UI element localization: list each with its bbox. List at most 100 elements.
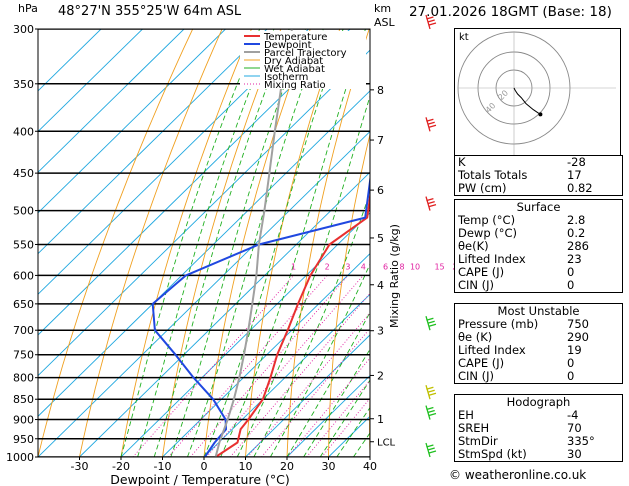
pressure-tick-label: 650 [13, 298, 34, 311]
mixing-ratio-label: 2 [325, 262, 330, 271]
mixing-ratio-label: 15 [434, 262, 444, 271]
isotherm-line [79, 171, 370, 457]
most-unstable-table: Most Unstable Pressure (mb) 750 θe (K) 290 L… [454, 303, 623, 384]
height-tick-label: 8 [377, 84, 384, 97]
surface-row: θe(K) 286 [455, 240, 622, 253]
pressure-tick-label: 400 [13, 125, 34, 138]
mixing-ratio-line [287, 357, 370, 457]
mixing-ratio-axis-label: Mixing Ratio (g/kg) [388, 224, 401, 328]
most-unstable-row: CIN (J) 0 [455, 370, 622, 383]
surface-row: CAPE (J) 0 [455, 266, 622, 279]
hodograph-param-label: StmSpd (kt) [458, 447, 527, 461]
legend-label: Isotherm [264, 72, 308, 83]
most-unstable-row: CAPE (J) 0 [455, 357, 622, 370]
dry-adiabat-line [625, 29, 629, 457]
wind-barb-flag [427, 389, 435, 393]
most-unstable-value: 290 [567, 330, 589, 344]
index-value: -28 [567, 155, 586, 169]
most-unstable-value: 19 [567, 343, 582, 357]
wind-barb-flag [428, 22, 437, 26]
wind-barb-flag [426, 406, 434, 411]
surface-value: 0.2 [567, 226, 586, 240]
hodograph-param-row: EH -4 [455, 409, 622, 422]
hpa-unit-label: hPa [18, 2, 38, 15]
index-row: Totals Totals 17 [455, 169, 622, 182]
wind-barb-flag [428, 203, 437, 208]
temperature-tick-label: 0 [201, 460, 208, 473]
hodograph-end-marker [538, 112, 543, 117]
wind-barb-flag [427, 447, 435, 451]
pressure-tick-label: 500 [13, 205, 34, 218]
isotherm-line [203, 293, 370, 457]
wet-adiabat-line [286, 311, 370, 457]
mixing-ratio-label: 4 [361, 262, 366, 271]
hodograph-param-label: SREH [458, 421, 490, 435]
most-unstable-label: CIN (J) [458, 369, 495, 383]
height-tick-label: 3 [377, 325, 384, 338]
surface-label: CIN (J) [458, 278, 495, 292]
temperature-tick-label: 30 [322, 460, 336, 473]
temperature-trace [215, 189, 370, 457]
wet-adiabat-line [319, 379, 370, 457]
index-row: K -28 [455, 156, 622, 169]
wind-barb-flag [428, 450, 437, 454]
dry-adiabat-line [38, 29, 194, 457]
temperature-tick-label: 20 [280, 460, 294, 473]
index-label: K [458, 155, 466, 169]
surface-value: 2.8 [567, 213, 586, 227]
pressure-tick-label: 550 [13, 238, 34, 251]
location-title: 48°27'N 355°25'W 64m ASL [58, 4, 242, 19]
wind-barb-flag [426, 118, 434, 122]
pressure-tick-label: 600 [13, 269, 34, 282]
surface-value: 0 [567, 278, 575, 292]
most-unstable-value: 0 [567, 369, 575, 383]
height-tick-label: LCL [377, 438, 396, 449]
plot-frame [37, 28, 371, 458]
pressure-tick-label: 700 [13, 324, 34, 337]
isotherm-line [38, 29, 268, 255]
wind-barb [425, 196, 437, 211]
index-value: 17 [567, 168, 582, 182]
surface-label: θe(K) [458, 239, 489, 253]
legend-label: Temperature [263, 32, 327, 43]
mixing-ratio-label: 1 [291, 262, 296, 271]
height-tick-label: 4 [377, 279, 384, 292]
wet-adiabat-line [137, 29, 275, 457]
wind-barb [425, 14, 437, 30]
most-unstable-label: Pressure (mb) [458, 317, 539, 331]
surface-label: Lifted Index [458, 252, 526, 266]
copyright: © weatheronline.co.uk [449, 468, 587, 482]
isotherm-line [286, 374, 370, 457]
wind-barb-flag [426, 386, 434, 390]
wind-barb [425, 405, 437, 420]
pressure-tick-label: 950 [13, 433, 34, 446]
temperature-tick-label: 40 [363, 460, 377, 473]
legend-label: Mixing Ratio [264, 80, 326, 91]
dry-adiabat-line [410, 29, 458, 457]
mixing-ratio-line [229, 292, 370, 457]
surface-row: Temp (°C) 2.8 [455, 214, 622, 227]
height-tick-label: 7 [377, 134, 384, 147]
hodograph-param-row: SREH 70 [455, 422, 622, 435]
pressure-tick-label: 850 [13, 393, 34, 406]
legend-label: Parcel Trajectory [264, 48, 347, 59]
wind-barb [425, 442, 437, 458]
surface-table: Surface Temp (°C) 2.8 Dewp (°C) 0.2 θe(K) 286… [454, 199, 623, 293]
x-axis-label: Dewpoint / Temperature (°C) [110, 472, 289, 486]
mixing-ratio-label: 3 [345, 262, 350, 271]
mixing-ratio-label: 8 [399, 262, 404, 271]
index-value: 0.82 [567, 181, 593, 195]
height-tick-label: 5 [377, 232, 384, 245]
wet-adiabat-line [203, 29, 344, 457]
wind-barb-flag [428, 323, 437, 327]
hodograph-unit-label: kt [459, 32, 469, 43]
surface-value: 23 [567, 252, 582, 266]
wind-barb [425, 316, 437, 331]
asl-unit-label: ASL [374, 16, 395, 29]
height-tick-label: 1 [377, 413, 384, 426]
isotherm-line [38, 29, 226, 214]
most-unstable-row: θe (K) 290 [455, 331, 622, 344]
wind-barb-flag [426, 444, 434, 448]
most-unstable-value: 750 [567, 317, 589, 331]
